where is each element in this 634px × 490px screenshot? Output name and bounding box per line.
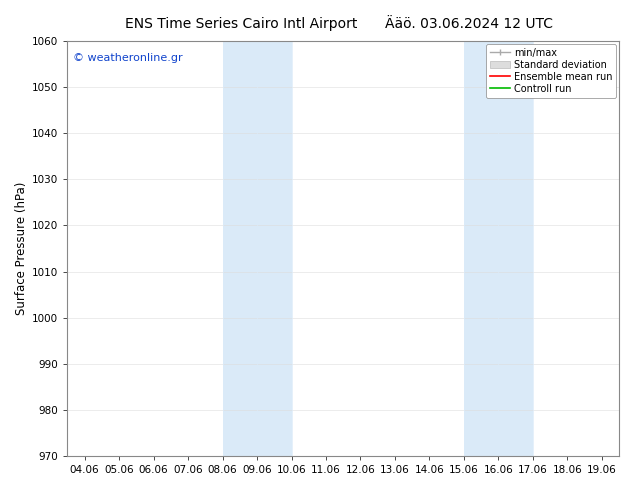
Legend: min/max, Standard deviation, Ensemble mean run, Controll run: min/max, Standard deviation, Ensemble me… — [486, 44, 616, 98]
Text: Ääö. 03.06.2024 12 UTC: Ääö. 03.06.2024 12 UTC — [385, 17, 553, 31]
Text: © weatheronline.gr: © weatheronline.gr — [73, 53, 183, 64]
Bar — [464, 41, 533, 456]
Y-axis label: Surface Pressure (hPa): Surface Pressure (hPa) — [15, 182, 28, 315]
Bar — [223, 41, 292, 456]
Text: ENS Time Series Cairo Intl Airport: ENS Time Series Cairo Intl Airport — [125, 17, 357, 31]
